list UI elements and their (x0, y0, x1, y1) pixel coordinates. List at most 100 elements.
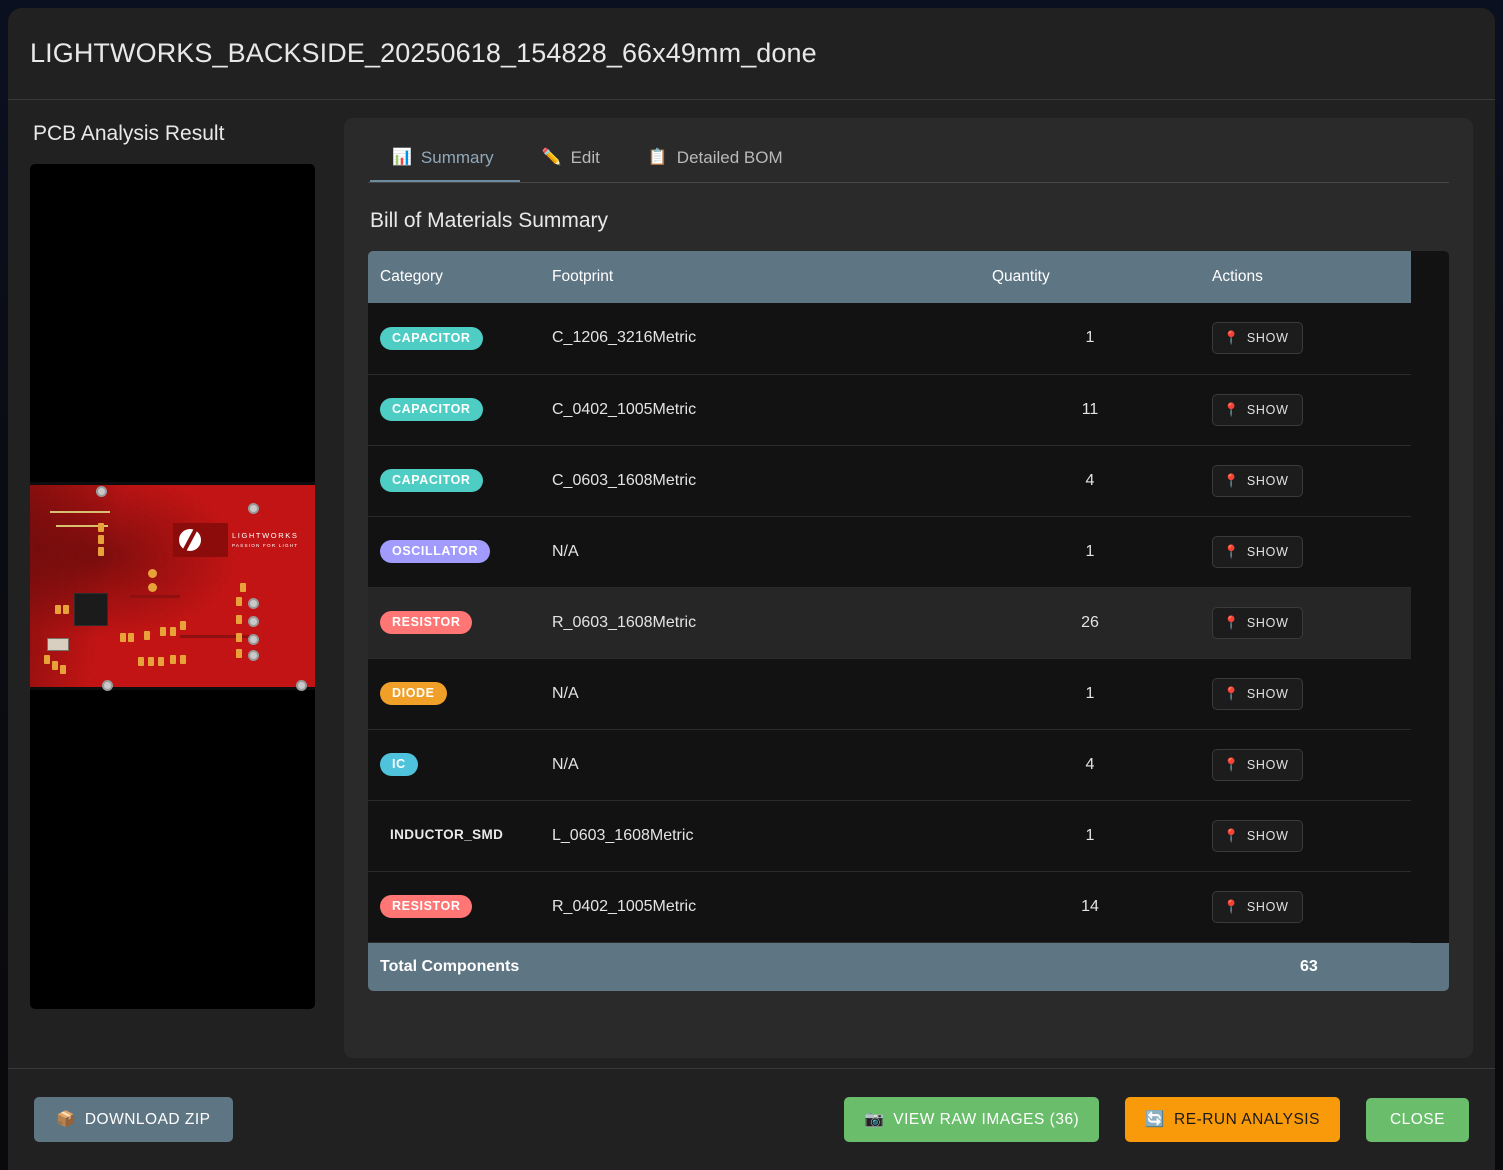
category-badge: RESISTOR (380, 894, 473, 919)
show-button[interactable]: 📍 SHOW (1212, 464, 1303, 497)
tab-edit[interactable]: ✏️ Edit (520, 138, 626, 182)
table-row[interactable]: IC N/A 4 📍 SHOW (368, 729, 1411, 801)
bom-table-head: Category Footprint Quantity Actions (368, 251, 1411, 303)
show-button[interactable]: 📍 SHOW (1212, 606, 1303, 639)
view-raw-images-button[interactable]: 📷 VIEW RAW IMAGES (36) (844, 1097, 1100, 1142)
show-button[interactable]: 📍 SHOW (1212, 890, 1303, 923)
pcb-board-image: LIGHTWORKS PASSION FOR LIGHT (30, 482, 315, 691)
pin-icon: 📍 (1223, 472, 1240, 488)
column-header-category: Category (368, 251, 540, 303)
category-badge: CAPACITOR (380, 326, 483, 350)
pin-icon: 📍 (1223, 614, 1240, 630)
column-header-quantity: Quantity (980, 251, 1200, 303)
cell-footprint: L_0603_1608Metric (540, 800, 980, 872)
clipboard-icon: 📋 (647, 149, 668, 166)
package-icon: 📦 (56, 1111, 76, 1128)
total-components-row: Total Components 63 (368, 942, 1449, 991)
pencil-icon: ✏️ (541, 149, 562, 166)
table-row[interactable]: CAPACITOR C_0603_1608Metric 4 📍 SHOW (368, 445, 1411, 517)
modal-footer: 📦 DOWNLOAD ZIP 📷 VIEW RAW IMAGES (36) 🔄 … (8, 1068, 1495, 1170)
pin-icon: 📍 (1223, 330, 1240, 346)
category-badge: DIODE (380, 681, 447, 706)
table-row[interactable]: RESISTOR R_0603_1608Metric 26 📍 SHOW (368, 587, 1411, 659)
cell-quantity: 14 (980, 871, 1200, 943)
cell-category: DIODE (368, 658, 540, 730)
show-button[interactable]: 📍 SHOW (1212, 535, 1303, 568)
bom-table: Category Footprint Quantity Actions CAPA… (368, 251, 1411, 943)
show-button[interactable]: 📍 SHOW (1212, 322, 1303, 355)
category-badge: CAPACITOR (380, 397, 483, 422)
download-zip-button[interactable]: 📦 DOWNLOAD ZIP (34, 1097, 233, 1142)
tab-summary-label: Summary (420, 148, 494, 167)
show-button[interactable]: 📍 SHOW (1212, 393, 1303, 426)
cell-footprint: N/A (540, 658, 980, 730)
cell-footprint: C_0603_1608Metric (540, 445, 980, 517)
cell-category: RESISTOR (368, 871, 540, 943)
cell-quantity: 26 (980, 587, 1200, 659)
bom-table-body: CAPACITOR C_1206_3216Metric 1 📍 SHOW CAPACITO… (368, 303, 1411, 943)
table-header-row: Category Footprint Quantity Actions (368, 251, 1411, 303)
cell-quantity: 1 (980, 658, 1200, 730)
left-panel: PCB Analysis Result LIGHTWORKS PASSION FO… (30, 118, 318, 1058)
cell-footprint: R_0402_1005Metric (540, 871, 980, 943)
cell-footprint: N/A (540, 516, 980, 588)
show-button-label: SHOW (1246, 473, 1289, 488)
show-button-label: SHOW (1246, 757, 1289, 772)
tab-summary[interactable]: 📊 Summary (370, 138, 520, 182)
category-badge: IC (380, 752, 418, 777)
download-zip-label: DOWNLOAD ZIP (84, 1110, 211, 1128)
pcb-analysis-modal: LIGHTWORKS_BACKSIDE_20250618_154828_66x4… (8, 8, 1495, 1170)
tab-detailed-bom-label: Detailed BOM (676, 148, 783, 167)
modal-header: LIGHTWORKS_BACKSIDE_20250618_154828_66x4… (8, 8, 1495, 100)
section-title: Bill of Materials Summary (370, 209, 609, 232)
table-row[interactable]: CAPACITOR C_0402_1005Metric 11 📍 SHOW (368, 374, 1411, 446)
cell-actions: 📍 SHOW (1200, 445, 1411, 517)
pcb-logo-text: LIGHTWORKS PASSION FOR LIGHT (232, 531, 299, 548)
category-badge: OSCILLATOR (380, 539, 491, 564)
table-row[interactable]: INDUCTOR_SMD L_0603_1608Metric 1 📍 SHOW (368, 800, 1411, 872)
tab-bar: 📊 Summary ✏️ Edit 📋 Detailed BOM (368, 138, 1449, 183)
cell-actions: 📍 SHOW (1200, 871, 1411, 943)
cell-category: CAPACITOR (368, 445, 540, 517)
category-badge: INDUCTOR_SMD (390, 827, 504, 843)
show-button-label: SHOW (1246, 331, 1289, 346)
show-button[interactable]: 📍 SHOW (1212, 677, 1303, 710)
total-components-value: 63 (1300, 957, 1318, 975)
cell-quantity: 4 (980, 729, 1200, 801)
show-button[interactable]: 📍 SHOW (1212, 819, 1303, 852)
show-button-label: SHOW (1246, 686, 1289, 701)
cell-category: CAPACITOR (368, 374, 540, 446)
pin-icon: 📍 (1223, 685, 1240, 701)
show-button[interactable]: 📍 SHOW (1212, 748, 1303, 781)
cell-footprint: C_0402_1005Metric (540, 374, 980, 446)
refresh-icon: 🔄 (1145, 1111, 1166, 1128)
table-row[interactable]: DIODE N/A 1 📍 SHOW (368, 658, 1411, 730)
cell-category: IC (368, 729, 540, 801)
pcb-image-viewer[interactable]: LIGHTWORKS PASSION FOR LIGHT (30, 164, 315, 1009)
cell-actions: 📍 SHOW (1200, 658, 1411, 730)
cell-actions: 📍 SHOW (1200, 516, 1411, 588)
cell-actions: 📍 SHOW (1200, 303, 1411, 375)
column-header-footprint: Footprint (540, 251, 980, 303)
pin-icon: 📍 (1223, 756, 1240, 772)
modal-body: PCB Analysis Result LIGHTWORKS PASSION FO… (8, 100, 1495, 1068)
table-row[interactable]: CAPACITOR C_1206_3216Metric 1 📍 SHOW (368, 303, 1411, 375)
pin-icon: 📍 (1223, 401, 1240, 417)
pcb-mcu-chip (74, 593, 108, 626)
cell-footprint: C_1206_3216Metric (540, 303, 980, 375)
view-raw-images-label: VIEW RAW IMAGES (36) (893, 1110, 1080, 1128)
close-button[interactable]: CLOSE (1365, 1097, 1469, 1142)
tab-detailed-bom[interactable]: 📋 Detailed BOM (626, 138, 809, 182)
bar-chart-icon: 📊 (392, 149, 412, 166)
re-run-analysis-button[interactable]: 🔄 RE-RUN ANALYSIS (1125, 1097, 1340, 1142)
cell-actions: 📍 SHOW (1200, 374, 1411, 446)
page-title: LIGHTWORKS_BACKSIDE_20250618_154828_66x4… (30, 38, 817, 68)
cell-category: OSCILLATOR (368, 516, 540, 588)
table-row[interactable]: OSCILLATOR N/A 1 📍 SHOW (368, 516, 1411, 588)
analysis-card: 📊 Summary ✏️ Edit 📋 Detailed BOM Bill of… (344, 118, 1473, 1058)
cell-footprint: N/A (540, 729, 980, 801)
pin-icon: 📍 (1223, 543, 1240, 559)
table-row[interactable]: RESISTOR R_0402_1005Metric 14 📍 SHOW (368, 871, 1411, 943)
cell-category: INDUCTOR_SMD (368, 800, 540, 872)
bom-table-container: Category Footprint Quantity Actions CAPA… (368, 251, 1449, 991)
